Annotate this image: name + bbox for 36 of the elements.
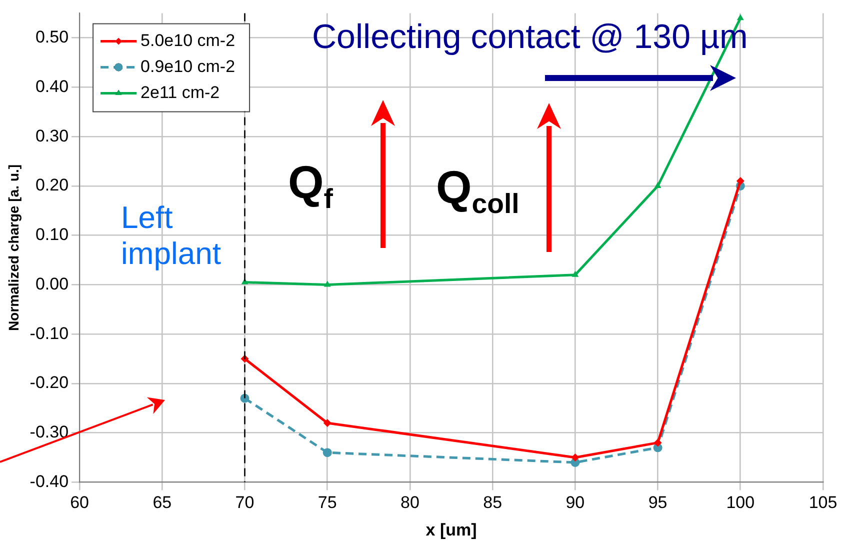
x-tick-label: 85 (483, 493, 502, 512)
y-tick-label: -0.40 (30, 472, 69, 491)
y-tick-label: -0.20 (30, 373, 69, 392)
y-tick-label: 0.20 (35, 176, 69, 195)
annotation: Q$_{f}$ (288, 155, 333, 216)
annotation: Left implant (121, 200, 221, 272)
x-tick-label: 75 (318, 493, 337, 512)
legend-label: 0.9e10 cm-2 (140, 56, 236, 76)
x-tick-label: 95 (648, 493, 668, 512)
y-tick-label: -0.30 (30, 422, 69, 442)
x-tick-label: 100 (726, 493, 755, 512)
y-tick-label: 0.10 (35, 225, 69, 244)
x-tick-label: 70 (235, 493, 254, 512)
point (654, 182, 662, 188)
x-tick-label: 65 (152, 493, 172, 512)
legend-label: 2e11 cm-2 (140, 82, 220, 102)
point (571, 454, 580, 462)
y-tick-label: 0.50 (35, 28, 69, 47)
x-tick-label: 80 (400, 493, 420, 512)
point (736, 177, 744, 186)
point (654, 438, 662, 447)
point (324, 280, 331, 287)
x-tick-label: 105 (808, 493, 838, 512)
x-tick-label: 60 (70, 493, 90, 512)
x-tick-label: 90 (566, 493, 585, 512)
y-tick-label: 0.00 (35, 274, 69, 294)
point (572, 270, 579, 277)
annotation: Q$_{coll}$ (436, 160, 520, 220)
y-tick-label: 0.40 (35, 76, 69, 96)
x-axis-title: x [um] (426, 520, 477, 540)
legend-label: 5.0e10 cm-2 (140, 30, 236, 50)
y-tick-label: 0.30 (35, 126, 69, 146)
y-tick-label: -0.10 (30, 324, 69, 343)
point (323, 418, 332, 427)
y-axis-title: Normalized charge [a. u.] (5, 164, 22, 331)
point (322, 448, 332, 458)
